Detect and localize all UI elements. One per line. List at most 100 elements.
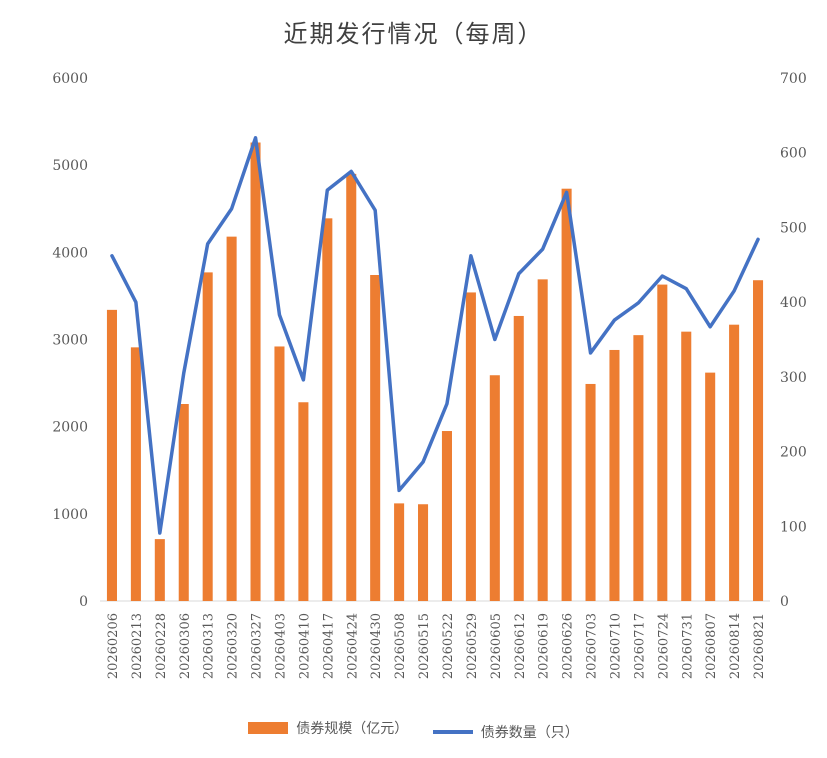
line-point bbox=[183, 372, 185, 374]
series-line bbox=[110, 136, 760, 535]
line-point bbox=[733, 290, 735, 292]
line-point bbox=[757, 238, 759, 240]
right-axis: 0 100 200 300 400 500 600 700 bbox=[780, 71, 807, 610]
x-tick-label: 20260430 bbox=[369, 613, 384, 679]
y-left-tick-label: 3000 bbox=[52, 333, 88, 349]
bar bbox=[418, 504, 429, 601]
x-axis: 20260206 20260213 20260228 20260306 20260313… bbox=[106, 613, 767, 679]
y-right-tick-label: 200 bbox=[780, 445, 807, 461]
legend: 债券规模（亿元） 债券数量（只） bbox=[0, 718, 827, 742]
x-tick-label: 20260417 bbox=[321, 613, 336, 679]
legend-bar-label: 债券规模（亿元） bbox=[296, 721, 409, 737]
x-tick-label: 20260821 bbox=[752, 613, 767, 679]
bar bbox=[441, 431, 452, 601]
line-point bbox=[278, 314, 280, 316]
bar bbox=[489, 375, 500, 601]
bar bbox=[513, 315, 524, 601]
x-tick-label: 20260508 bbox=[393, 613, 408, 679]
y-left-tick-label: 5000 bbox=[52, 158, 88, 174]
line-point bbox=[470, 255, 472, 257]
legend-bar-swatch bbox=[248, 722, 289, 734]
x-tick-label: 20260320 bbox=[226, 613, 241, 679]
bar bbox=[561, 188, 572, 601]
bar bbox=[729, 324, 740, 601]
line-point bbox=[566, 191, 568, 193]
bar bbox=[298, 402, 309, 601]
line-point bbox=[518, 273, 520, 275]
x-tick-label: 20260717 bbox=[632, 613, 647, 679]
line-point bbox=[350, 170, 352, 172]
line-point bbox=[302, 379, 304, 381]
bar bbox=[681, 331, 692, 601]
line-point bbox=[135, 301, 137, 303]
y-right-tick-label: 0 bbox=[780, 594, 789, 610]
x-tick-label: 20260529 bbox=[465, 613, 480, 679]
y-right-tick-label: 600 bbox=[780, 146, 807, 162]
y-left-tick-label: 6000 bbox=[52, 71, 88, 87]
bar bbox=[154, 539, 165, 601]
y-left-tick-label: 4000 bbox=[52, 245, 88, 261]
line-point bbox=[398, 489, 400, 491]
x-tick-label: 20260515 bbox=[417, 613, 432, 679]
x-tick-label: 20260807 bbox=[704, 613, 719, 679]
legend-line-label: 债券数量（只） bbox=[480, 725, 579, 741]
legend-item-line: 债券数量（只） bbox=[432, 722, 579, 742]
line-point bbox=[661, 275, 663, 277]
bar bbox=[250, 142, 261, 601]
bar bbox=[202, 272, 213, 601]
line-point bbox=[159, 532, 161, 534]
bar bbox=[465, 292, 476, 601]
x-tick-label: 20260306 bbox=[178, 613, 193, 679]
chart-title: 近期发行情况（每周） bbox=[283, 20, 544, 48]
line-point bbox=[326, 189, 328, 191]
bar bbox=[322, 218, 333, 602]
bar bbox=[274, 346, 285, 601]
x-tick-label: 20260313 bbox=[202, 613, 217, 679]
line-point bbox=[494, 339, 496, 340]
x-tick-label: 20260410 bbox=[297, 613, 312, 679]
bar bbox=[633, 335, 644, 601]
x-tick-label: 20260731 bbox=[680, 613, 695, 679]
y-left-tick-label: 0 bbox=[79, 594, 88, 610]
bar bbox=[106, 309, 117, 601]
bar bbox=[537, 279, 548, 601]
x-tick-label: 20260612 bbox=[513, 613, 528, 679]
line-point bbox=[255, 137, 257, 139]
y-right-tick-label: 400 bbox=[780, 295, 807, 311]
left-axis: 0 1000 2000 3000 4000 5000 6000 bbox=[52, 71, 88, 610]
line-point bbox=[374, 209, 376, 211]
line-point bbox=[446, 403, 448, 405]
x-tick-label: 20260724 bbox=[656, 613, 671, 679]
line-point bbox=[613, 319, 615, 321]
x-tick-label: 20260424 bbox=[345, 613, 360, 679]
bar bbox=[370, 274, 381, 601]
bar bbox=[609, 349, 620, 601]
y-right-tick-label: 500 bbox=[780, 220, 807, 236]
bar bbox=[657, 284, 668, 601]
x-tick-label: 20260626 bbox=[561, 613, 576, 679]
line-point bbox=[685, 288, 687, 290]
bar bbox=[585, 383, 596, 601]
line-point bbox=[231, 208, 233, 210]
line-series bbox=[110, 136, 760, 535]
x-tick-label: 20260228 bbox=[154, 613, 169, 679]
x-tick-label: 20260522 bbox=[441, 613, 456, 679]
x-tick-label: 20260605 bbox=[489, 613, 504, 679]
legend-line-swatch bbox=[432, 730, 473, 734]
line-point bbox=[207, 243, 209, 245]
line-point bbox=[590, 352, 592, 354]
y-right-tick-label: 100 bbox=[780, 519, 807, 535]
line-point bbox=[637, 302, 639, 304]
line-point bbox=[111, 255, 113, 257]
bar bbox=[753, 280, 764, 601]
legend-item-bar: 债券规模（亿元） bbox=[248, 718, 408, 738]
x-tick-label: 20260213 bbox=[130, 613, 145, 679]
bar-series bbox=[106, 142, 764, 602]
x-tick-label: 20260814 bbox=[728, 613, 743, 679]
line-point bbox=[422, 461, 424, 463]
line-point bbox=[709, 326, 711, 328]
x-tick-label: 20260327 bbox=[250, 613, 265, 679]
bar bbox=[394, 503, 405, 601]
y-right-tick-label: 700 bbox=[780, 71, 807, 87]
